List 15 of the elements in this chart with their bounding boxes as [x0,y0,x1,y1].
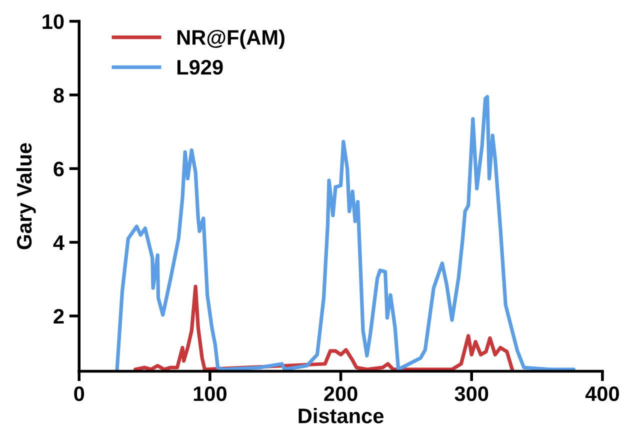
y-tick-label: 6 [54,162,64,176]
x-tick-label: 100 [194,386,226,402]
x-tick-label: 400 [585,386,619,402]
y-tick-label: 10 [42,14,64,30]
x-axis-title: Distance [298,408,384,424]
x-tick-label: 0 [74,386,84,402]
y-tick-label: 2 [54,308,64,324]
x-tick-label: 200 [324,386,358,402]
y-tick-label: 8 [54,88,64,103]
legend-label: L929 [177,60,223,75]
legend-label: NR@F(AM) [177,30,284,49]
y-tick-label: 4 [53,236,64,250]
line-series [115,94,576,372]
y-axis-title: Gary Value [16,143,36,250]
x-tick-label: 300 [454,386,488,402]
